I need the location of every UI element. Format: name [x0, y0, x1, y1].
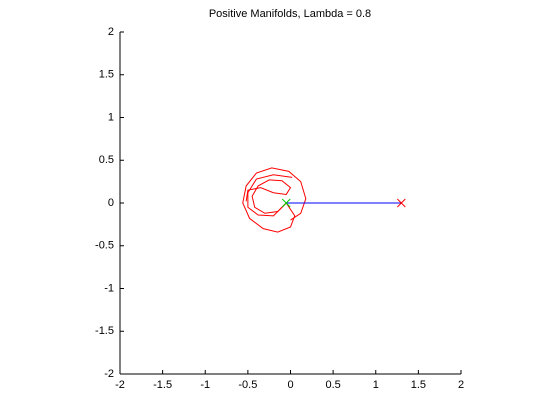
x-tick-label: 1.5	[411, 379, 426, 391]
y-tick-label: 2	[108, 26, 114, 38]
y-tick-label: 1	[108, 111, 114, 123]
y-tick-label: -2	[104, 368, 114, 380]
y-tick-label: -0.5	[95, 240, 114, 252]
y-tick-label: -1.5	[95, 325, 114, 337]
point-marker	[396, 198, 406, 208]
manifold-line	[247, 174, 293, 217]
x-tick-label: 1	[373, 379, 379, 391]
manifold-line	[242, 167, 307, 233]
x-tick-label: -1	[200, 379, 210, 391]
y-tick-label: 0.5	[99, 154, 114, 166]
point-marker	[281, 198, 291, 208]
x-tick-label: 0	[287, 379, 293, 391]
manifold-line	[245, 179, 292, 214]
x-tick-label: 0.5	[325, 379, 340, 391]
y-tick-label: -1	[104, 282, 114, 294]
x-tick-label: -2	[115, 379, 125, 391]
x-tick-label: -0.5	[238, 379, 257, 391]
y-tick-label: 1.5	[99, 69, 114, 81]
x-tick-label: 2	[458, 379, 464, 391]
x-tick-label: -1.5	[153, 379, 172, 391]
y-tick-label: 0	[108, 197, 114, 209]
chart-title: Positive Manifolds, Lambda = 0.8	[209, 8, 371, 20]
